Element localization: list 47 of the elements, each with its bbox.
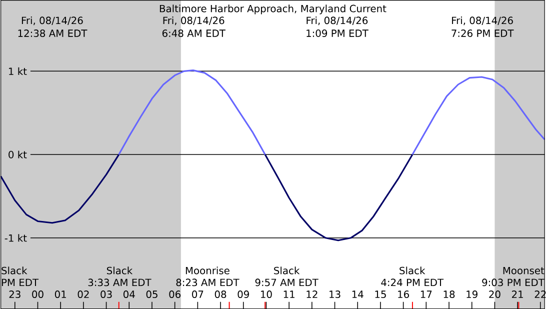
annotation: 6:48 AM EDT [162, 29, 226, 37]
x-tick-label: 13 [330, 290, 340, 298]
annotation: 4:24 PM EDT [381, 278, 444, 286]
x-tick-label: 00 [32, 290, 44, 298]
annotation: Fri, 08/14/26 [22, 16, 83, 26]
annotation: Fri, 08/14/26 [306, 16, 368, 26]
y-tick-label: 1 kt [9, 67, 27, 75]
x-tick-label: 10 [261, 290, 272, 298]
x-tick-label: 05 [146, 290, 158, 298]
x-tick-label: 07 [192, 290, 204, 298]
x-tick-label: 17 [420, 290, 432, 298]
chart-title: Baltimore Harbor Approach, Maryland Current [160, 4, 386, 14]
annotation: Moonrise [186, 266, 230, 274]
x-tick-label: 14 [352, 290, 364, 298]
x-tick-label: 23 [9, 290, 20, 298]
annotation: 3:33 AM EDT [88, 278, 152, 286]
x-tick-label: 19 [466, 290, 478, 298]
annotation: Fri, 08/14/26 [163, 16, 224, 26]
x-tick-label: 20 [489, 290, 500, 298]
annotation: 9:03 PM EDT [482, 278, 544, 286]
x-tick-label: 01 [54, 290, 66, 298]
x-tick-label: 08 [214, 290, 226, 298]
x-tick-label: 02 [78, 290, 89, 298]
x-tick-label: 12 [306, 290, 318, 298]
annotation: 9:57 AM EDT [255, 278, 318, 286]
x-tick-label: 03 [100, 290, 112, 298]
annotation: 7:26 PM EDT [452, 29, 514, 37]
x-tick-label: 16 [398, 290, 409, 298]
annotation: Fri, 08/14/26 [452, 16, 513, 26]
annotation: Slack [274, 266, 300, 274]
annotation: Slack [106, 266, 133, 274]
x-tick-label: 04 [123, 290, 135, 298]
annotation: Moonset [503, 266, 544, 274]
x-tick-label: 15 [375, 290, 386, 298]
annotation: Slack [2, 266, 28, 274]
x-tick-label: 09 [238, 290, 249, 298]
y-tick-label: -1 kt [4, 234, 27, 242]
x-tick-label: 06 [169, 290, 181, 298]
y-tick-label: 0 kt [8, 150, 27, 158]
x-tick-label: 11 [284, 290, 294, 298]
annotation: PM EDT [2, 278, 39, 286]
annotation: 8:23 AM EDT [176, 278, 240, 286]
annotation: 1:09 PM EDT [306, 29, 368, 37]
x-tick-label: 21 [512, 290, 523, 298]
annotation: 12:38 AM EDT [18, 29, 88, 37]
annotation: Slack [400, 266, 426, 274]
x-tick-label: 18 [444, 290, 455, 298]
